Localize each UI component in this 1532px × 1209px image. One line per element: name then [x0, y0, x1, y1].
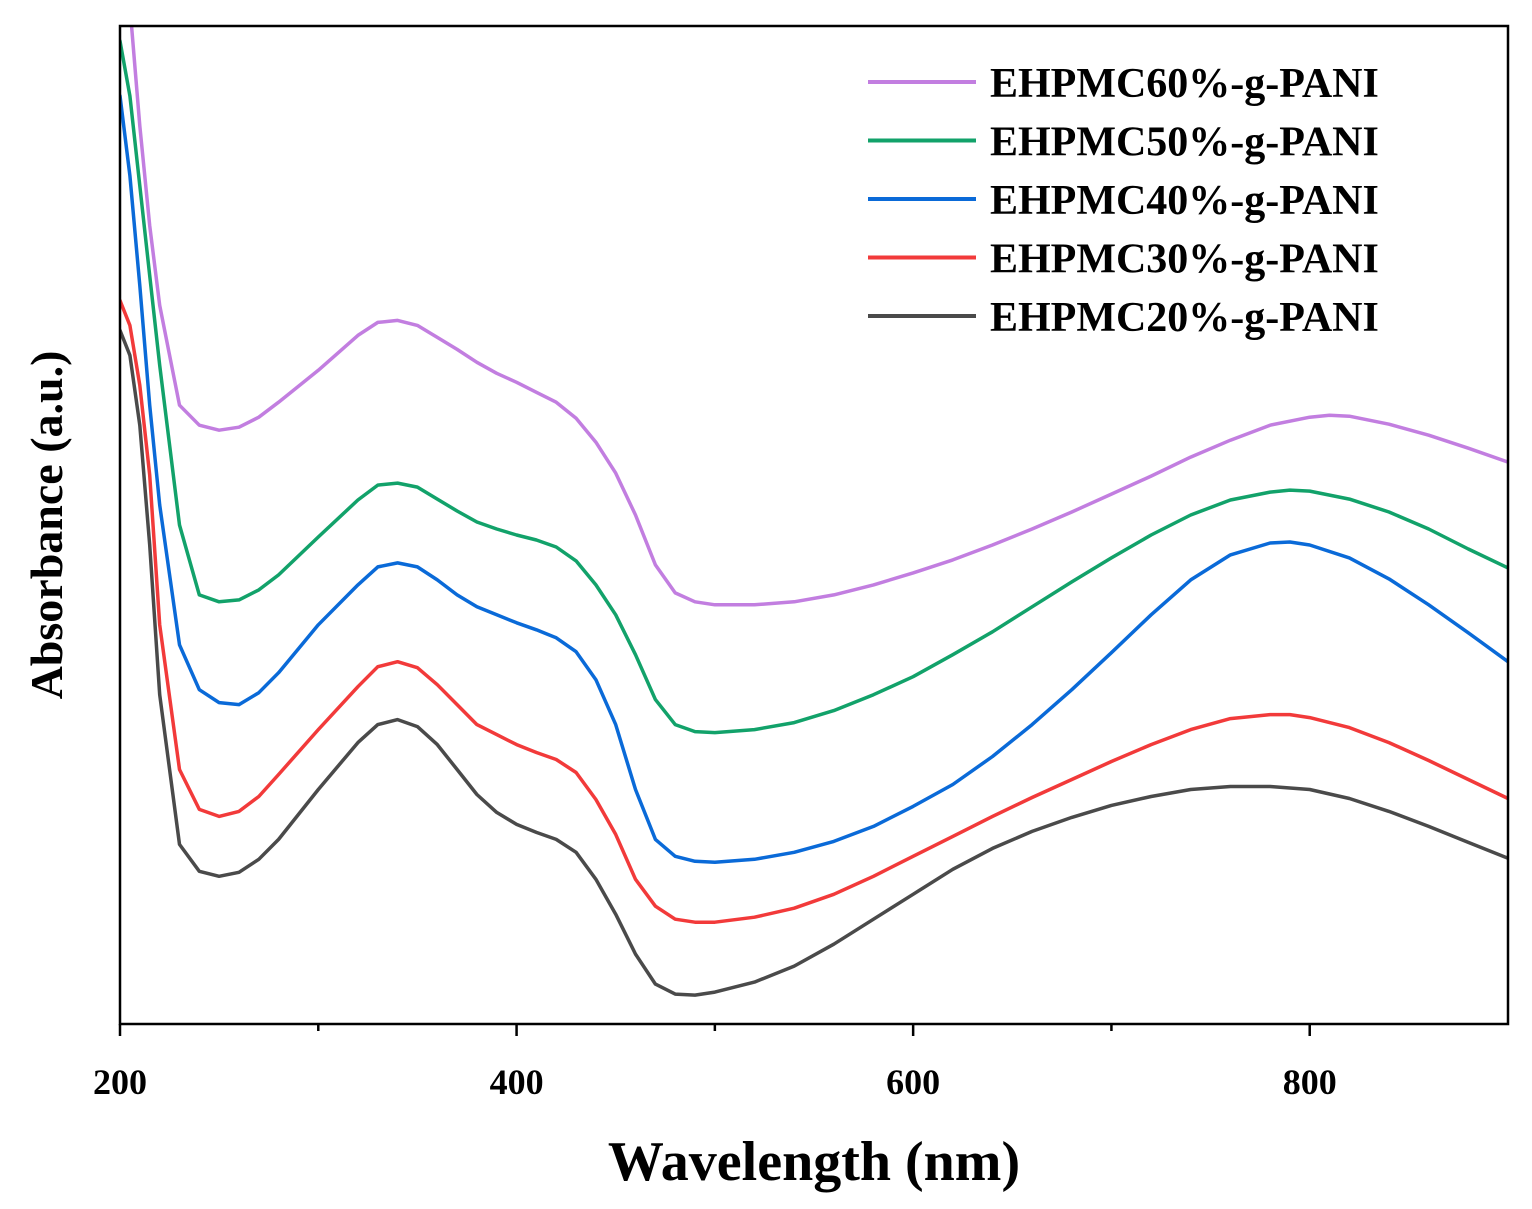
x-tick-label: 200 [93, 1062, 147, 1102]
x-tick-label: 600 [886, 1062, 940, 1102]
series-line-ehpmc40pct-g-pani [120, 94, 1508, 865]
legend-label-ehpmc50pct-g-pani: EHPMC50%-g-PANI [990, 120, 1379, 166]
legend-label-ehpmc40pct-g-pani: EHPMC40%-g-PANI [990, 178, 1379, 224]
series-line-ehpmc20pct-g-pani [120, 328, 1508, 997]
legend: EHPMC60%-g-PANI EHPMC50%-g-PANI EHPMC40%-g… [868, 61, 1379, 341]
series-line-ehpmc50pct-g-pani [120, 39, 1508, 735]
legend-label-ehpmc20pct-g-pani: EHPMC20%-g-PANI [990, 295, 1379, 341]
plot-frame [118, 24, 1510, 1026]
series-line-ehpmc60pct-g-pani [129, 26, 1508, 607]
x-tick-label: 400 [490, 1062, 544, 1102]
y-axis-title: Absorbance (a.u.) [21, 351, 72, 700]
legend-label-ehpmc60pct-g-pani: EHPMC60%-g-PANI [990, 61, 1379, 107]
x-axis-ticks: 200 400 600 800 [93, 1024, 1337, 1102]
legend-label-ehpmc30pct-g-pani: EHPMC30%-g-PANI [990, 237, 1379, 283]
series-line-ehpmc30pct-g-pani [120, 298, 1508, 924]
series-lines [120, 26, 1508, 997]
x-axis-title: Wavelength (nm) [608, 1131, 1020, 1193]
x-tick-label: 800 [1283, 1062, 1337, 1102]
